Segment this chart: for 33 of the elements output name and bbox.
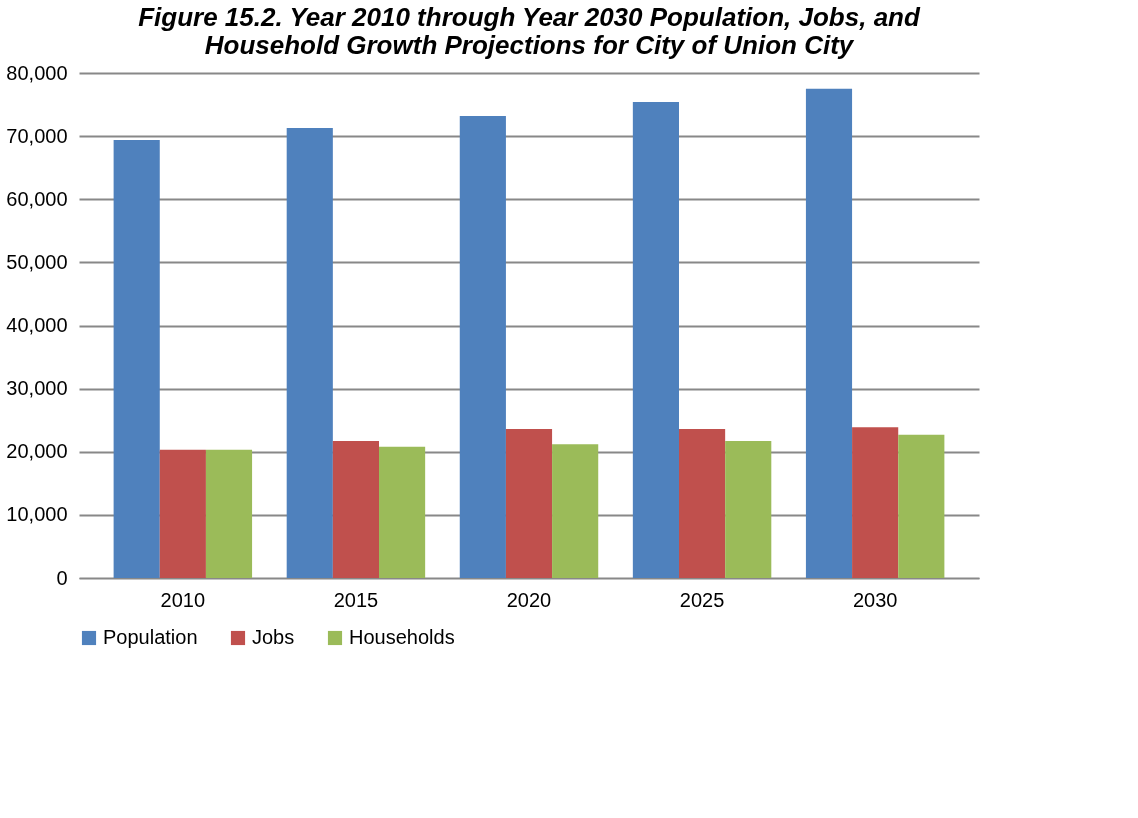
bar <box>898 434 945 578</box>
bar <box>379 446 426 578</box>
bar <box>632 102 679 578</box>
chart-title: Figure 15.2. Year 2010 through Year 2030 Population, Jobs, and Household Growth Projections for City of Union City <box>138 2 921 60</box>
y-tick-label: 50,000 <box>6 250 68 273</box>
y-tick-label: 60,000 <box>6 187 68 210</box>
bar <box>725 441 772 578</box>
y-tick-label: 10,000 <box>6 503 68 526</box>
y-tick-label: 70,000 <box>6 124 68 147</box>
bar <box>852 427 899 578</box>
y-tick-label: 0 <box>56 566 68 589</box>
bar <box>679 429 726 578</box>
bar <box>805 88 853 578</box>
bar <box>332 441 379 578</box>
bar <box>459 115 506 578</box>
y-tick-label: 20,000 <box>6 440 68 463</box>
x-tick-label: 2030 <box>852 588 898 611</box>
y-tick-label: 30,000 <box>6 377 68 400</box>
y-tick-label: 40,000 <box>6 314 68 336</box>
bar <box>286 127 333 578</box>
x-tick-label: 2015 <box>333 588 379 611</box>
bar <box>159 449 206 578</box>
x-tick-label: 2025 <box>679 588 725 611</box>
bar <box>552 444 599 578</box>
bar <box>205 449 253 578</box>
bar <box>505 429 553 578</box>
legend-label: Households <box>349 626 455 648</box>
bar <box>113 139 160 578</box>
y-tick-label: 80,000 <box>6 61 68 84</box>
x-tick-label: 2020 <box>506 588 552 611</box>
legend-label: Jobs <box>252 626 295 648</box>
x-tick-label: 2010 <box>160 588 206 611</box>
legend-label: Population <box>103 626 198 648</box>
